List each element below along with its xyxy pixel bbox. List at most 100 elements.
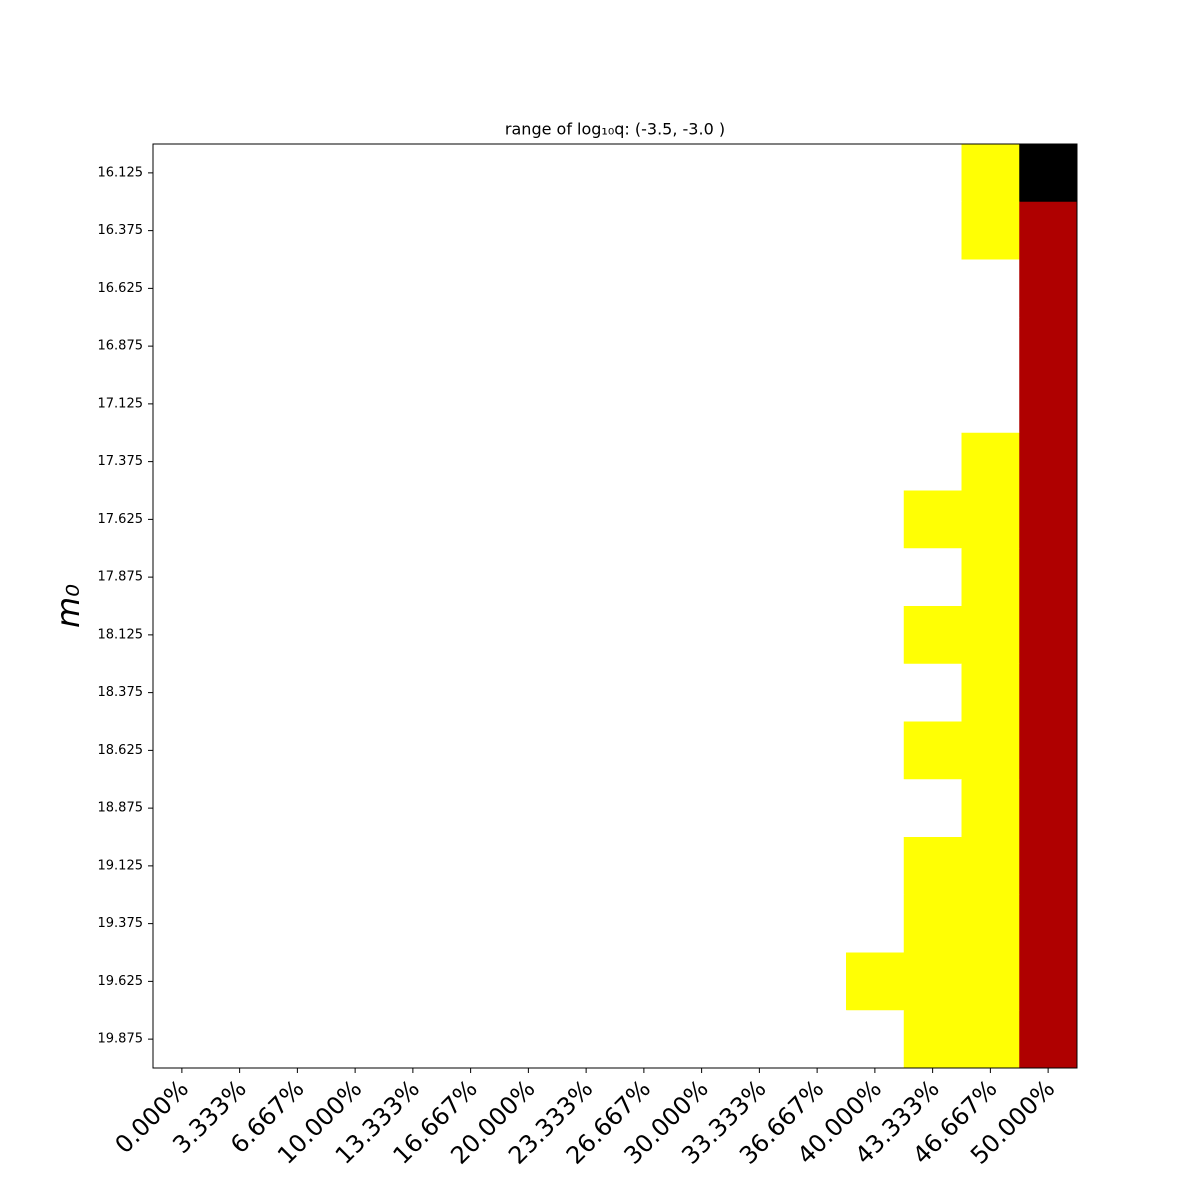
- heatmap-cell: [153, 201, 212, 260]
- heatmap-cell: [846, 259, 905, 318]
- heatmap-cell: [615, 432, 674, 491]
- heatmap-cell: [961, 663, 1020, 722]
- heatmap-cell: [153, 144, 212, 203]
- heatmap-cell: [846, 606, 905, 665]
- heatmap-cell: [153, 894, 212, 953]
- heatmap-cell: [441, 317, 500, 376]
- heatmap-cell: [268, 1010, 327, 1069]
- heatmap-cell: [903, 548, 962, 607]
- heatmap-cell: [1019, 432, 1078, 491]
- heatmap-cell: [788, 375, 847, 434]
- heatmap-cell: [615, 779, 674, 838]
- heatmap-cell: [730, 663, 789, 722]
- heatmap-cell: [210, 663, 269, 722]
- heatmap-cell: [846, 144, 905, 203]
- heatmap-cell: [384, 952, 443, 1011]
- heatmap-cell: [730, 606, 789, 665]
- heatmap-cell: [557, 548, 616, 607]
- heatmap-cell: [384, 894, 443, 953]
- y-tick-label: 18.125: [98, 627, 144, 642]
- y-tick-label: 16.375: [98, 223, 144, 238]
- heatmap-cell: [1019, 201, 1078, 260]
- heatmap-cell: [961, 259, 1020, 318]
- heatmap-cell: [788, 259, 847, 318]
- heatmap-cell: [961, 490, 1020, 549]
- heatmap-cell: [384, 1010, 443, 1069]
- heatmap-cell: [903, 317, 962, 376]
- heatmap-cell: [672, 259, 731, 318]
- heatmap-cell: [846, 1010, 905, 1069]
- heatmap-cell: [1019, 375, 1078, 434]
- heatmap-cell: [788, 779, 847, 838]
- y-tick-label: 18.875: [98, 801, 144, 816]
- heatmap-cell: [846, 894, 905, 953]
- heatmap-cell: [210, 548, 269, 607]
- heatmap-cell: [384, 548, 443, 607]
- heatmap-cell: [268, 259, 327, 318]
- heatmap-cell: [903, 952, 962, 1011]
- heatmap-cell: [153, 779, 212, 838]
- heatmap-cell: [1019, 1010, 1078, 1069]
- heatmap-cell: [903, 663, 962, 722]
- heatmap-cell: [557, 779, 616, 838]
- y-axis-label: m₀: [49, 584, 87, 628]
- heatmap-cell: [672, 375, 731, 434]
- heatmap-cell: [1019, 259, 1078, 318]
- heatmap-cell: [961, 606, 1020, 665]
- heatmap-cell: [672, 317, 731, 376]
- heatmap-cell: [326, 317, 385, 376]
- heatmap-cell: [499, 779, 558, 838]
- heatmap-cell: [557, 606, 616, 665]
- heatmap-cell: [210, 144, 269, 203]
- heatmap-cell: [441, 606, 500, 665]
- heatmap-cell: [557, 721, 616, 780]
- y-tick-label: 16.625: [98, 281, 144, 296]
- heatmap-cell: [326, 201, 385, 260]
- heatmap-cell: [961, 779, 1020, 838]
- heatmap-cell: [846, 548, 905, 607]
- heatmap-cell: [268, 201, 327, 260]
- heatmap-cell: [499, 375, 558, 434]
- heatmap-cell: [903, 432, 962, 491]
- heatmap-cell: [326, 375, 385, 434]
- heatmap-cell: [615, 490, 674, 549]
- heatmap-cell: [615, 375, 674, 434]
- heatmap-cell: [730, 317, 789, 376]
- heatmap-cell: [326, 259, 385, 318]
- heatmap-cell: [1019, 663, 1078, 722]
- heatmap-cell: [788, 317, 847, 376]
- heatmap-cell: [615, 894, 674, 953]
- heatmap-cell: [615, 663, 674, 722]
- heatmap-cell: [268, 375, 327, 434]
- heatmap-cell: [615, 837, 674, 896]
- heatmap-cell: [730, 894, 789, 953]
- heatmap-cell: [499, 548, 558, 607]
- heatmap-cell: [615, 317, 674, 376]
- heatmap-cell: [384, 721, 443, 780]
- heatmap-cell: [557, 490, 616, 549]
- heatmap-cell: [903, 606, 962, 665]
- heatmap-cell: [961, 894, 1020, 953]
- heatmap-cell: [846, 779, 905, 838]
- heatmap-cell: [499, 201, 558, 260]
- heatmap-cell: [961, 548, 1020, 607]
- heatmap-cell: [153, 837, 212, 896]
- heatmap-cell: [1019, 606, 1078, 665]
- heatmap-cell: [268, 432, 327, 491]
- heatmap-cell: [210, 375, 269, 434]
- heatmap-cell: [672, 663, 731, 722]
- heatmap-cell: [441, 259, 500, 318]
- chart-title: range of log₁₀q: (-3.5, -3.0 ): [505, 120, 725, 139]
- heatmap-cell: [499, 432, 558, 491]
- heatmap-cell: [672, 779, 731, 838]
- heatmap-cell: [499, 144, 558, 203]
- heatmap-cell: [153, 259, 212, 318]
- heatmap-cell: [499, 952, 558, 1011]
- heatmap-cell: [210, 952, 269, 1011]
- heatmap-cell: [903, 144, 962, 203]
- heatmap-cell: [326, 606, 385, 665]
- heatmap-cell: [903, 259, 962, 318]
- heatmap-cell: [730, 779, 789, 838]
- heatmap-cell: [903, 490, 962, 549]
